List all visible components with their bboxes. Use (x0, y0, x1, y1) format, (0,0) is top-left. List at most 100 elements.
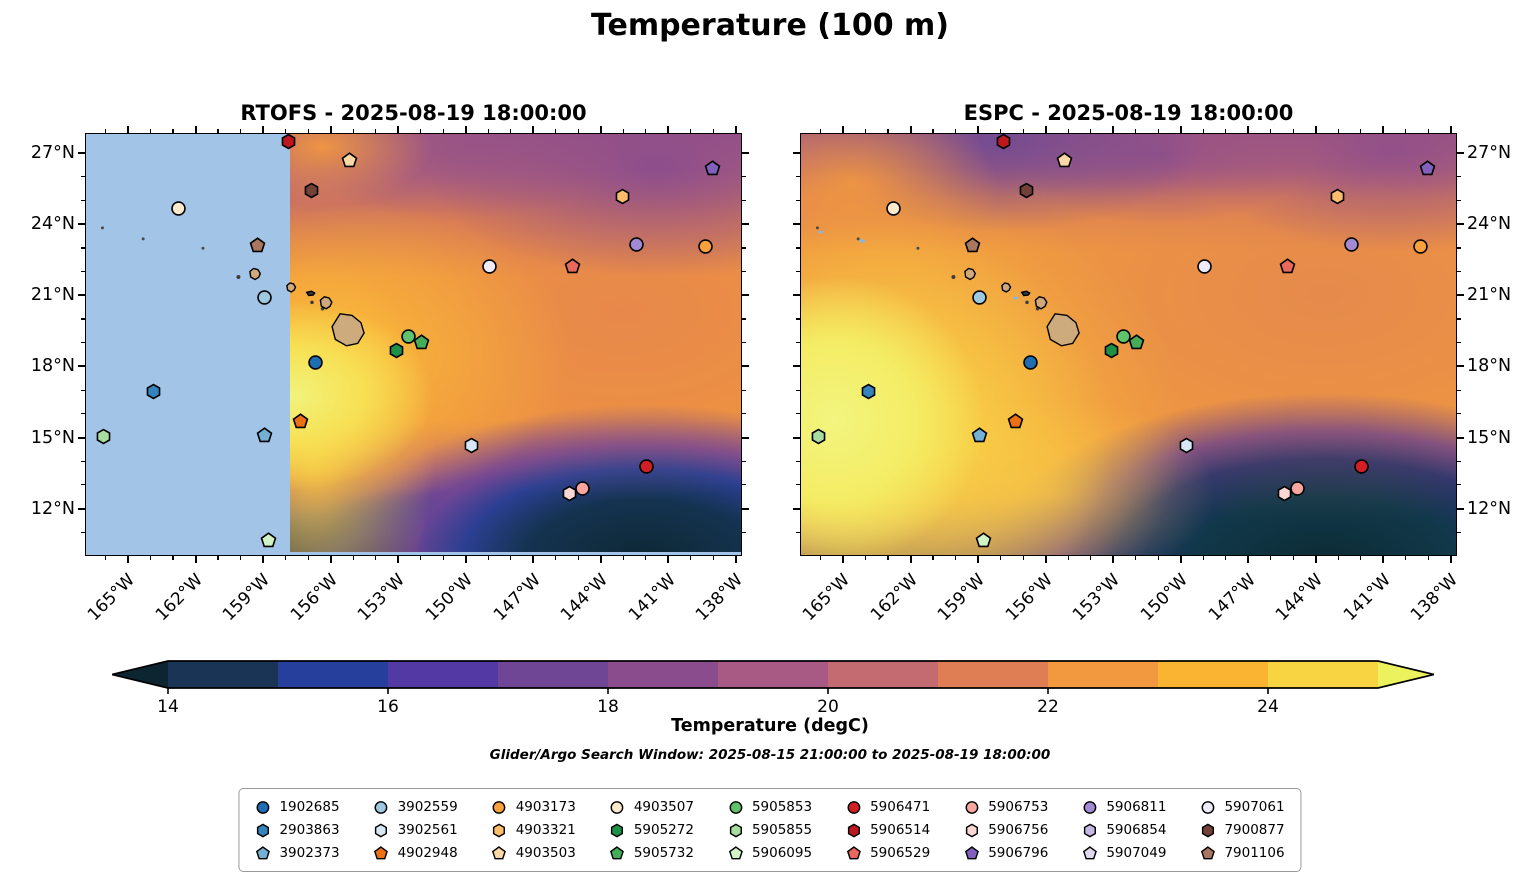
y-tick (742, 199, 746, 202)
x-tick (1022, 556, 1024, 560)
x-tick-label: 153°W (354, 570, 410, 625)
hexagon-marker-icon (375, 823, 388, 837)
float-1902685-marker (307, 354, 324, 371)
legend-item-4902948: 4902948 (374, 842, 458, 864)
pentagon-marker-icon (610, 845, 625, 859)
x-tick (375, 556, 377, 560)
x-tick (1337, 129, 1339, 133)
float-5905853-marker (1115, 328, 1132, 345)
island-hawaii-big-island (1046, 313, 1080, 347)
rtofs-panel-title: RTOFS - 2025-08-19 18:00:00 (240, 101, 587, 125)
x-tick (667, 556, 670, 563)
circle-marker-icon (1201, 800, 1215, 814)
hexagon-marker-icon (282, 134, 296, 150)
x-tick (1112, 556, 1115, 563)
x-tick-label: 150°W (1136, 570, 1192, 625)
x-tick (887, 556, 889, 560)
float-7901106-marker (964, 237, 981, 254)
legend-item-5907049: 5907049 (1082, 842, 1166, 864)
float-5906796-marker (704, 160, 721, 177)
rtofs-edge-strip (86, 552, 741, 555)
y-tick (742, 152, 749, 155)
x-tick-label: 162°W (151, 570, 207, 625)
float-4903321-marker (614, 188, 631, 205)
x-tick (1225, 556, 1227, 560)
x-tick (442, 556, 444, 560)
y-tick-label: 15°N (1467, 427, 1512, 448)
circle-marker-icon (1083, 800, 1097, 814)
circle-marker-icon (256, 800, 270, 814)
x-tick (577, 556, 579, 560)
colorbar-segment (388, 661, 498, 688)
x-tick (127, 126, 129, 133)
y-tick (742, 271, 746, 273)
x-tick-label: 162°W (866, 570, 922, 625)
hexagon-marker-icon (493, 823, 506, 837)
island-nw-islet-3 (201, 246, 205, 250)
x-tick (262, 126, 265, 133)
hexagon-marker-icon (562, 485, 577, 501)
x-tick (819, 556, 822, 560)
circle-marker-icon (374, 800, 388, 814)
x-tick-label: 153°W (1069, 570, 1125, 625)
y-tick (1457, 176, 1461, 178)
y-tick (1457, 389, 1461, 391)
colorbar-tick-label: 24 (1257, 697, 1279, 717)
legend-label: 5905272 (633, 822, 694, 838)
x-tick-label: 159°W (934, 570, 990, 625)
island-nw-islet-1 (100, 226, 104, 230)
x-tick (1000, 556, 1002, 560)
y-tick (742, 223, 749, 226)
x-tick (352, 556, 354, 560)
y-tick (742, 507, 749, 510)
colorbar-segment (1048, 661, 1158, 688)
pentagon-marker-icon (1419, 160, 1436, 176)
float-5906471-marker (638, 458, 655, 475)
float-1902685-marker (1022, 354, 1039, 371)
x-tick (420, 129, 422, 133)
float-5906529-marker (1279, 258, 1296, 275)
hexagon-marker-icon (811, 428, 825, 444)
hexagon-marker-icon (464, 437, 479, 454)
x-tick (622, 556, 624, 560)
legend-label: 5906514 (870, 822, 931, 838)
pentagon-marker-icon (964, 237, 981, 253)
hexagon-marker-icon (1201, 823, 1214, 837)
y-tick (793, 223, 800, 226)
pentagon-marker-icon (964, 845, 979, 859)
x-tick (329, 126, 332, 133)
x-tick (217, 556, 219, 560)
legend-label: 5906796 (988, 845, 1049, 861)
island-molokai (305, 290, 316, 297)
colorbar-segment (498, 661, 608, 688)
legend-label: 2903863 (279, 822, 340, 838)
legend-label: 5906854 (1106, 822, 1167, 838)
y-tick (796, 484, 800, 486)
circle-marker-icon (1354, 459, 1370, 475)
x-tick (932, 129, 934, 133)
x-tick (734, 556, 737, 563)
pentagon-marker-icon (1082, 845, 1097, 859)
circle-marker-icon (492, 800, 506, 814)
x-tick (194, 556, 197, 563)
x-tick (1270, 129, 1272, 133)
colorbar-segment (938, 661, 1048, 688)
x-tick (667, 126, 670, 133)
island-nw-islet-2 (856, 237, 860, 241)
y-tick (796, 318, 800, 320)
x-tick (1067, 556, 1069, 560)
float-4902948-marker (292, 413, 309, 430)
circle-marker-icon (639, 459, 655, 475)
float-4903507-marker (170, 200, 187, 217)
x-tick (217, 129, 219, 133)
pentagon-marker-icon (728, 845, 743, 859)
legend-label: 4902948 (397, 845, 458, 861)
island-niihau (951, 274, 956, 279)
x-tick (864, 556, 867, 560)
x-tick (285, 129, 287, 133)
x-tick-label: 159°W (219, 570, 275, 625)
x-tick (622, 129, 624, 133)
hexagon-marker-icon (1277, 485, 1292, 501)
float-7900877-marker (1018, 182, 1035, 199)
colorbar-label: Temperature (degC) (671, 716, 869, 736)
